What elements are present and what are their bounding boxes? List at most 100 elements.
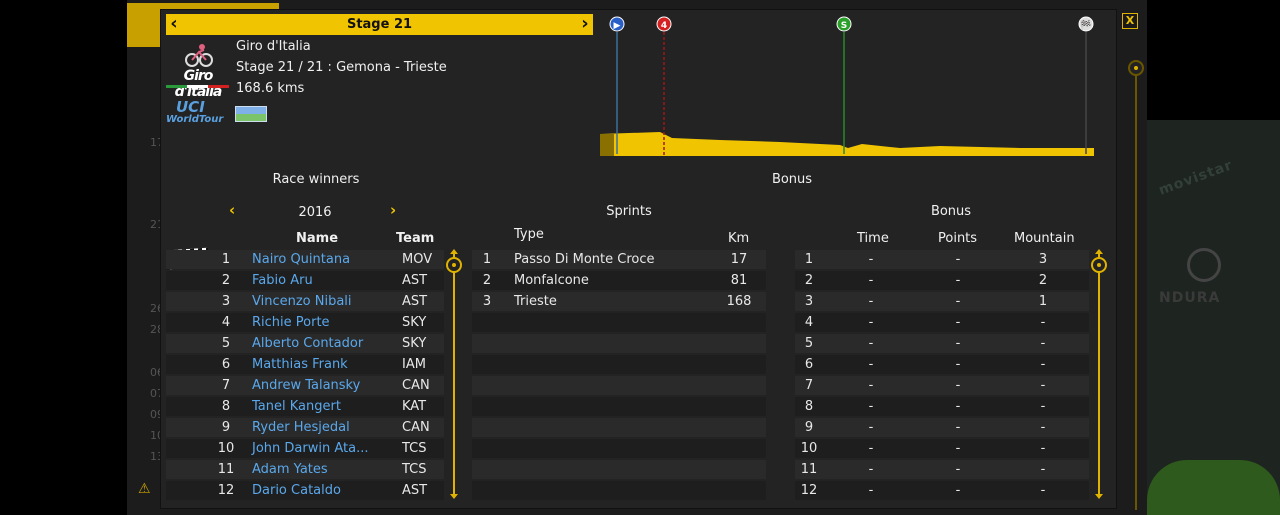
table-row[interactable]: 11 Adam Yates TCS xyxy=(166,460,444,479)
bonus-time: - xyxy=(868,336,874,351)
background-team-jersey: movistar NDURA xyxy=(1147,120,1280,515)
close-button[interactable]: X xyxy=(1122,13,1138,29)
rider-position: 11 xyxy=(217,462,235,477)
table-row[interactable]: 1 Nairo Quintana MOV xyxy=(166,250,444,269)
table-row[interactable]: 2 Fabio Aru AST xyxy=(166,271,444,290)
bonus-scroll-knob[interactable] xyxy=(1091,257,1107,273)
rider-team: IAM xyxy=(402,357,426,372)
bonus-time: - xyxy=(868,483,874,498)
profile-marker-icon[interactable] xyxy=(836,16,852,32)
sprint-position: 3 xyxy=(482,294,492,309)
bonus-points: - xyxy=(955,462,961,477)
table-row[interactable]: 3 Vincenzo Nibali AST xyxy=(166,292,444,311)
background-scrollbar xyxy=(1128,60,1146,510)
cyclist-icon xyxy=(185,44,213,67)
winners-scroll-knob[interactable] xyxy=(446,257,462,273)
bonus-position: 5 xyxy=(804,336,814,351)
rider-position: 2 xyxy=(221,273,231,288)
profile-marker-label: S xyxy=(841,21,847,31)
bonus-mountain: - xyxy=(1040,357,1046,372)
chevron-left-icon[interactable]: ‹ xyxy=(170,13,178,34)
rider-position: 8 xyxy=(221,399,231,414)
rider-name-link[interactable]: Ryder Hesjedal xyxy=(252,420,350,435)
stage-title: Stage 21 xyxy=(346,17,413,32)
sprint-position: 2 xyxy=(482,273,492,288)
profile-marker-icon[interactable] xyxy=(1078,16,1094,32)
rider-name-link[interactable]: Nairo Quintana xyxy=(252,252,351,267)
race-name: Giro d'Italia xyxy=(236,39,311,54)
table-row: 2 - - 2 xyxy=(795,271,1089,290)
table-row[interactable]: 6 Matthias Frank IAM xyxy=(166,355,444,374)
bonus-mountain: - xyxy=(1040,462,1046,477)
winners-col-name: Name xyxy=(296,231,339,246)
bonus-scrollbar[interactable] xyxy=(1091,249,1107,499)
bonus-table-title: Bonus xyxy=(930,204,972,219)
bonus-points: - xyxy=(955,420,961,435)
bonus-time: - xyxy=(868,315,874,330)
table-row[interactable]: 5 Alberto Contador SKY xyxy=(166,334,444,353)
profile-marker-icon[interactable] xyxy=(656,16,672,32)
table-row: 9 - - - xyxy=(795,418,1089,437)
bonus-time: - xyxy=(868,420,874,435)
stage-profile-chart: ▶ 4 S 🏁 xyxy=(600,14,1100,160)
bonus-points: - xyxy=(955,252,961,267)
year-next-icon[interactable]: › xyxy=(390,201,397,219)
rider-position: 1 xyxy=(221,252,231,267)
bonus-section-title: Bonus xyxy=(771,172,813,187)
bonus-position: 8 xyxy=(804,399,814,414)
profile-start-zone xyxy=(600,134,614,156)
bonus-points: - xyxy=(955,273,961,288)
rider-name-link[interactable]: Alberto Contador xyxy=(252,336,364,351)
year-prev-icon[interactable]: ‹ xyxy=(229,201,236,219)
table-row[interactable]: 12 Dario Cataldo AST xyxy=(166,481,444,500)
bonus-points: - xyxy=(955,294,961,309)
bonus-position: 6 xyxy=(804,357,814,372)
table-row[interactable]: 7 Andrew Talansky CAN xyxy=(166,376,444,395)
rider-team: TCS xyxy=(402,462,427,477)
rider-position: 9 xyxy=(221,420,231,435)
profile-marker-label: 🏁 xyxy=(1080,19,1091,31)
rider-position: 6 xyxy=(221,357,231,372)
sprints-title: Sprints xyxy=(606,204,652,219)
bonus-mountain: - xyxy=(1040,399,1046,414)
profile-marker-icon[interactable] xyxy=(609,16,625,32)
table-row[interactable]: 9 Ryder Hesjedal CAN xyxy=(166,418,444,437)
rider-name-link[interactable]: Vincenzo Nibali xyxy=(252,294,352,309)
race-winners-title: Race winners xyxy=(272,172,360,187)
sprint-km: 17 xyxy=(730,252,748,267)
rider-name-link[interactable]: Matthias Frank xyxy=(252,357,348,372)
rider-name-link[interactable]: John Darwin Ata... xyxy=(252,441,369,456)
table-row xyxy=(472,418,766,437)
bonus-points: - xyxy=(955,441,961,456)
sprint-km: 81 xyxy=(730,273,748,288)
sprint-type: Trieste xyxy=(514,294,557,309)
table-row xyxy=(472,481,766,500)
bonus-position: 1 xyxy=(804,252,814,267)
table-row[interactable]: 10 John Darwin Ata... TCS xyxy=(166,439,444,458)
table-row: 1 - - 3 xyxy=(795,250,1089,269)
background-jersey-shape xyxy=(1147,460,1280,515)
rider-name-link[interactable]: Andrew Talansky xyxy=(252,378,361,393)
bonus-mountain: - xyxy=(1040,483,1046,498)
rider-name-link[interactable]: Richie Porte xyxy=(252,315,330,330)
winners-scrollbar[interactable] xyxy=(446,249,462,499)
sprint-km: 168 xyxy=(726,294,752,309)
bonus-mountain: 1 xyxy=(1038,294,1048,309)
bonus-points: - xyxy=(955,378,961,393)
rider-name-link[interactable]: Tanel Kangert xyxy=(252,399,341,414)
table-row[interactable]: 4 Richie Porte SKY xyxy=(166,313,444,332)
table-row xyxy=(472,334,766,353)
rider-name-link[interactable]: Adam Yates xyxy=(252,462,328,477)
bonus-mountain: - xyxy=(1040,378,1046,393)
rider-name-link[interactable]: Dario Cataldo xyxy=(252,483,341,498)
bonus-col-time: Time xyxy=(857,231,889,246)
chevron-right-icon[interactable]: › xyxy=(581,13,589,34)
bonus-mountain: - xyxy=(1040,336,1046,351)
table-row[interactable]: 8 Tanel Kangert KAT xyxy=(166,397,444,416)
uci-logo-text: UCI xyxy=(176,98,205,116)
bonus-position: 3 xyxy=(804,294,814,309)
bonus-position: 11 xyxy=(800,462,818,477)
rider-team: CAN xyxy=(402,420,430,435)
rider-name-link[interactable]: Fabio Aru xyxy=(252,273,313,288)
bonus-points: - xyxy=(955,399,961,414)
